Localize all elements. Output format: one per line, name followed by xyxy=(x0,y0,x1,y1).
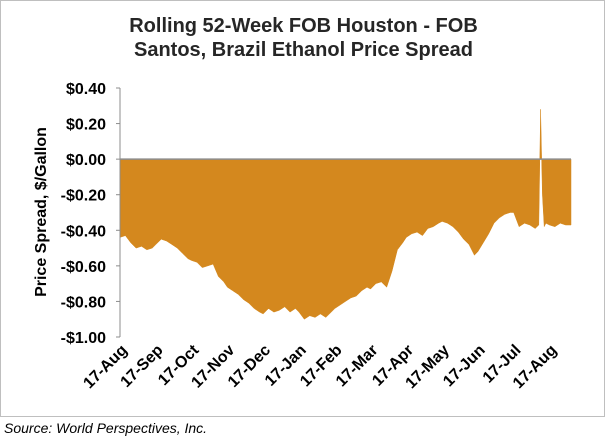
y-tick-label: -$0.80 xyxy=(61,294,106,311)
y-tick-label: $0.20 xyxy=(66,117,106,134)
y-axis-label: Price Spread, $/Gallon xyxy=(33,127,50,297)
y-tick-label: -$0.20 xyxy=(61,188,106,205)
y-tick-label: -$0.40 xyxy=(61,223,106,240)
chart-plot: $0.40 $0.20 $0.00 -$0.20 -$0.40 -$0.60 -$0.80 -… xyxy=(33,81,572,392)
source-note: Source: World Perspectives, Inc. xyxy=(4,420,208,436)
spread-area xyxy=(119,109,572,320)
chart-title-line-2: Santos, Brazil Ethanol Price Spread xyxy=(134,39,473,61)
chart-title-line-1: Rolling 52-Week FOB Houston - FOB xyxy=(129,15,478,37)
y-tick-label: $0.00 xyxy=(66,152,106,169)
y-tick-label: -$0.60 xyxy=(61,259,106,276)
y-tick-label: $0.40 xyxy=(66,81,106,98)
y-tick-label: -$1.00 xyxy=(61,330,106,347)
